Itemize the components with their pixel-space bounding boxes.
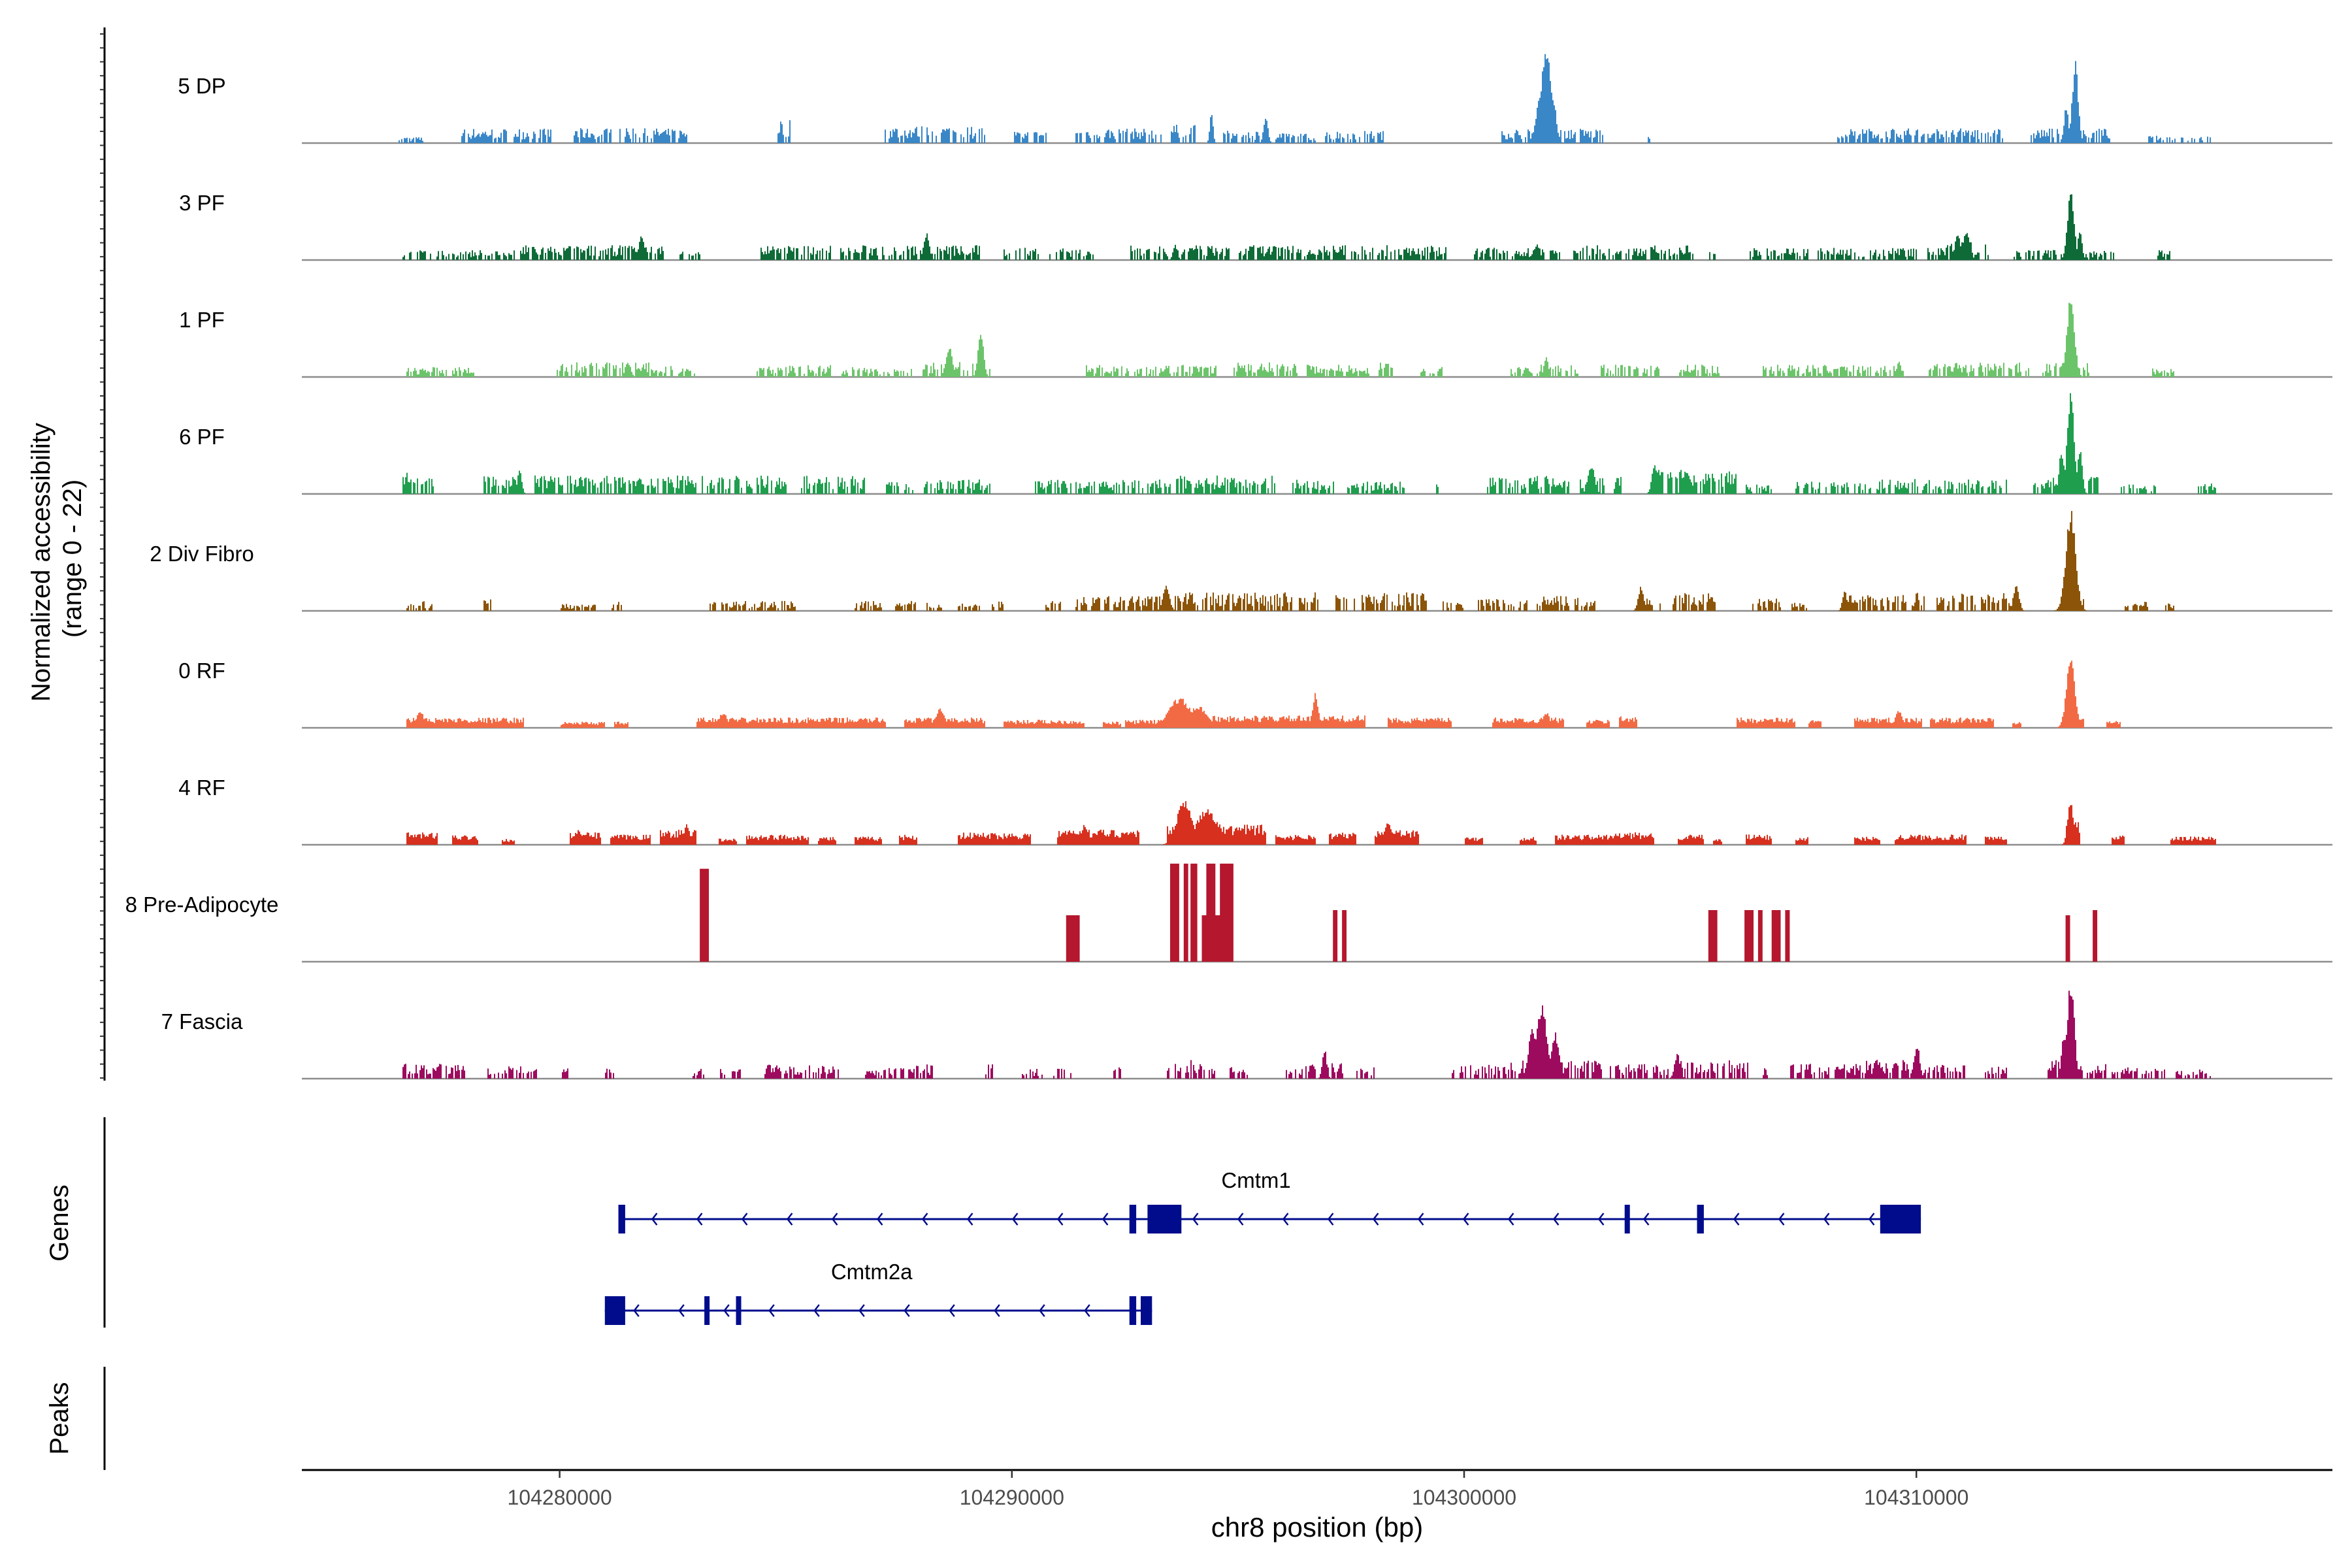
track-6-pf: 6 PF [179,393,2332,495]
strand-arrow [1011,1213,1019,1226]
track-label: 6 PF [179,425,225,449]
coverage-area [402,990,2211,1079]
strand-arrow [678,1304,685,1317]
strand-arrow [994,1304,1000,1317]
strand-arrow [1039,1304,1045,1317]
strand-arrow [1868,1213,1875,1226]
strand-arrow [1778,1213,1785,1226]
strand-arrow [876,1213,883,1226]
strand-arrow [1642,1213,1650,1226]
strand-arrow [723,1304,730,1317]
track-1-pf: 1 PF [179,302,2332,378]
coverage-area [406,801,2216,845]
strand-arrow [1417,1213,1424,1226]
gene-exon [1147,1205,1182,1233]
strand-arrow [966,1213,973,1226]
strand-arrow [741,1213,748,1226]
strand-arrow [1823,1213,1830,1226]
track-4-rf: 4 RF [178,776,2332,846]
track-8-pre-adipocyte: 8 Pre-Adipocyte [125,863,2332,963]
gene-name-label: Cmtm2a [831,1260,913,1284]
gene-exon [604,1296,625,1325]
gene-exon [1129,1296,1137,1325]
gene-exon [1141,1296,1152,1325]
peaks-panel-label: Peaks [45,1382,74,1454]
gene-exon [704,1296,710,1325]
strand-arrow [904,1304,910,1317]
track-2-div-fibro: 2 Div Fibro [150,511,2332,612]
coverage-tracks: 5 DP 3 PF 1 PF 6 PF 2 Div Fibro 0 RF 4 RF 8 Pre… [125,54,2332,1080]
strand-arrow [1507,1213,1514,1226]
strand-arrow [813,1304,820,1317]
track-7-fascia: 7 Fascia [161,990,2332,1080]
x-axis-tick-label: 104280000 [508,1486,612,1509]
strand-arrow [1552,1213,1560,1226]
coverage-area [406,661,2121,728]
track-3-pf: 3 PF [179,191,2332,261]
x-axis-tick-label: 104290000 [960,1486,1064,1509]
coverage-area [399,54,2211,143]
strand-arrow [1733,1213,1740,1226]
track-label: 1 PF [179,308,225,332]
strand-arrow [633,1304,640,1317]
strand-arrow [949,1304,955,1317]
coverage-area [402,393,2216,494]
track-5-dp: 5 DP [178,54,2332,144]
x-axis-tick-label: 104310000 [1864,1486,1968,1509]
strand-arrow [1237,1213,1244,1226]
track-label: 5 DP [178,74,225,98]
strand-arrow [1102,1213,1109,1226]
strand-arrow [651,1213,658,1226]
track-label: 3 PF [179,191,225,215]
gene-exon [736,1296,742,1325]
strand-arrow [831,1213,838,1226]
strand-arrow [1282,1213,1289,1226]
gene-exon [1880,1205,1921,1233]
coverage-area [700,863,2098,962]
x-axis-tick-label: 104300000 [1412,1486,1516,1509]
coverage-area [406,511,2174,611]
gene-name-label: Cmtm1 [1221,1168,1290,1192]
gene-cmtm1: Cmtm1 [618,1168,1921,1233]
x-axis-ticks: 104280000 104290000 104300000 104310000 [508,1470,1968,1509]
gene-cmtm2a: Cmtm2a [604,1260,1152,1325]
track-label: 4 RF [178,776,225,800]
strand-arrow [1372,1213,1379,1226]
y-axis-ticks [100,27,106,1081]
track-label: 8 Pre-Adipocyte [125,892,279,917]
y-axis-title-line2: (range 0 - 22) [58,480,87,638]
strand-arrow [1327,1213,1334,1226]
gene-exon [618,1205,625,1233]
gene-exon [1129,1205,1137,1233]
strand-arrow [768,1304,775,1317]
track-label: 0 RF [178,659,225,683]
strand-arrow [1084,1304,1090,1317]
coverage-area [406,302,2174,377]
strand-arrow [921,1213,928,1226]
track-label: 2 Div Fibro [150,542,254,566]
strand-arrow [858,1304,865,1317]
genes-panel-label: Genes [45,1184,74,1262]
x-axis-title: chr8 position (bp) [1211,1512,1424,1543]
gene-exon [1697,1205,1704,1233]
track-0-rf: 0 RF [178,659,2332,729]
gene-models: Cmtm1 Cmtm2a [604,1168,1921,1325]
strand-arrow [1597,1213,1605,1226]
strand-arrow [696,1213,703,1226]
strand-arrow [1462,1213,1469,1226]
strand-arrow [1056,1213,1064,1226]
y-axis-title-line1: Normalized accessibility [27,423,56,702]
strand-arrow [786,1213,793,1226]
y-axis-title: Normalized accessibility (range 0 - 22) [27,416,87,702]
gene-exon [1624,1205,1630,1233]
coverage-area [402,194,2170,260]
track-label: 7 Fascia [161,1009,243,1034]
strand-arrow [1192,1213,1199,1226]
